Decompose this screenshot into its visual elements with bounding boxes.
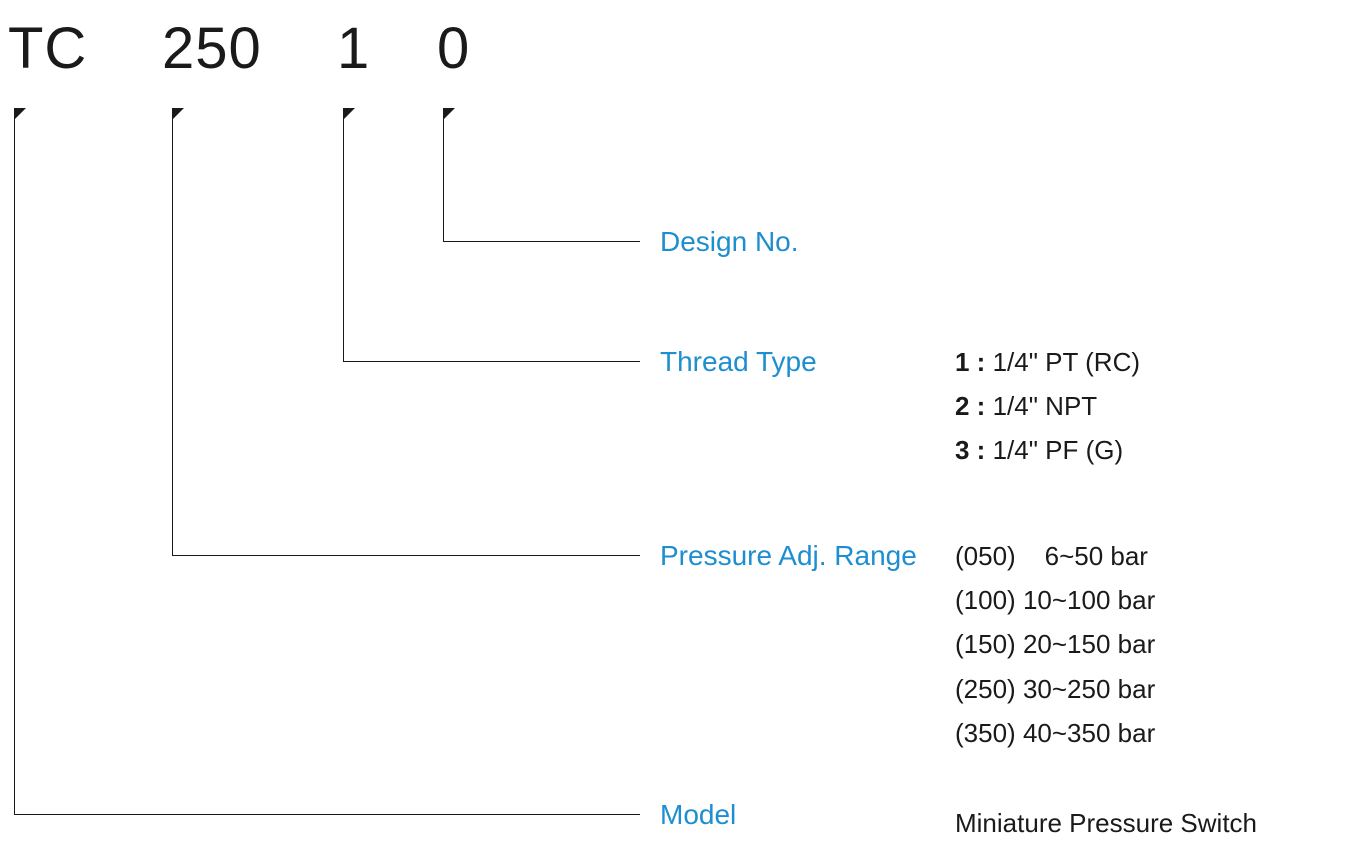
pressure-range-value: 20~150 bar xyxy=(1023,629,1155,659)
code-part-1: 1 xyxy=(337,20,370,78)
pressure-option: (250) 30~250 bar xyxy=(955,667,1155,711)
model-description: Miniature Pressure Switch xyxy=(955,801,1257,845)
thread-value: 1/4" PF (G) xyxy=(993,435,1124,465)
code-part-0: 0 xyxy=(437,20,470,78)
thread-key: 3 : xyxy=(955,435,985,465)
code-part-250: 250 xyxy=(162,20,262,78)
thread-value: 1/4" PT (RC) xyxy=(993,347,1140,377)
pressure-range-options: (050) 6~50 bar (100) 10~100 bar (150) 20… xyxy=(955,534,1155,755)
thread-value: 1/4" NPT xyxy=(993,391,1098,421)
thread-key: 2 : xyxy=(955,391,985,421)
thread-key: 1 : xyxy=(955,347,985,377)
pressure-range-value: 40~350 bar xyxy=(1023,718,1155,748)
pressure-code: (050) xyxy=(955,541,1016,571)
pressure-code: (150) xyxy=(955,629,1016,659)
label-pressure-range: Pressure Adj. Range xyxy=(660,540,917,572)
pressure-option: (150) 20~150 bar xyxy=(955,622,1155,666)
pressure-range-value: 6~50 bar xyxy=(1030,541,1148,571)
label-design-no: Design No. xyxy=(660,226,799,258)
thread-option: 1 : 1/4" PT (RC) xyxy=(955,340,1140,384)
pressure-option: (350) 40~350 bar xyxy=(955,711,1155,755)
pressure-range-value: 10~100 bar xyxy=(1023,585,1155,615)
pressure-code: (100) xyxy=(955,585,1016,615)
label-model: Model xyxy=(660,799,736,831)
thread-option: 3 : 1/4" PF (G) xyxy=(955,428,1140,472)
thread-option: 2 : 1/4" NPT xyxy=(955,384,1140,428)
code-part-tc: TC xyxy=(8,20,87,78)
pressure-range-value: 30~250 bar xyxy=(1023,674,1155,704)
bracket-design xyxy=(443,108,640,242)
thread-type-options: 1 : 1/4" PT (RC) 2 : 1/4" NPT 3 : 1/4" P… xyxy=(955,340,1140,473)
pressure-code: (350) xyxy=(955,718,1016,748)
label-thread-type: Thread Type xyxy=(660,346,817,378)
pressure-option: (050) 6~50 bar xyxy=(955,534,1155,578)
pressure-code: (250) xyxy=(955,674,1016,704)
pressure-option: (100) 10~100 bar xyxy=(955,578,1155,622)
